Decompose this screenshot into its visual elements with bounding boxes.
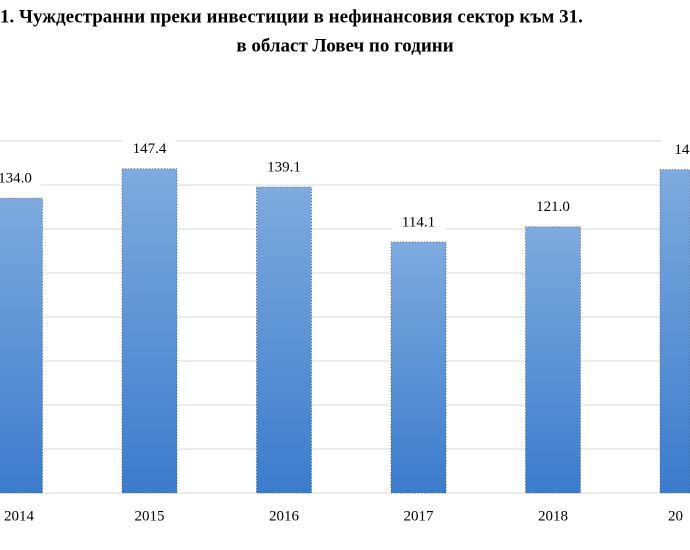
value-label: 121.0 <box>536 199 570 215</box>
bar <box>121 168 178 494</box>
x-tick-label: 2018 <box>538 508 568 524</box>
value-label-bg <box>527 196 579 219</box>
x-tick-label: 20 <box>668 508 683 524</box>
value-label: 147. <box>674 142 690 158</box>
bar <box>525 226 581 494</box>
x-tick-label: 2015 <box>135 508 165 524</box>
bar <box>0 197 43 494</box>
bar <box>659 169 690 494</box>
value-label-bg <box>661 139 690 162</box>
x-tick-label: 2016 <box>269 508 300 524</box>
value-label: 114.1 <box>402 214 435 230</box>
value-label: 134.0 <box>0 171 32 187</box>
bar <box>390 241 447 494</box>
bar <box>256 186 312 494</box>
x-tick-label: 2017 <box>404 508 435 524</box>
value-label: 139.1 <box>267 159 301 175</box>
x-tick-label: 2014 <box>4 508 35 524</box>
value-label-bg <box>392 211 445 234</box>
value-label-bg <box>0 168 41 191</box>
chart-title: в област Ловеч по години <box>236 35 453 56</box>
value-label-bg <box>258 156 310 179</box>
value-label-bg <box>123 138 176 161</box>
chart-title: 1. Чуждестранни преки инвестиции в нефин… <box>0 6 583 27</box>
value-label: 147.4 <box>133 141 167 157</box>
